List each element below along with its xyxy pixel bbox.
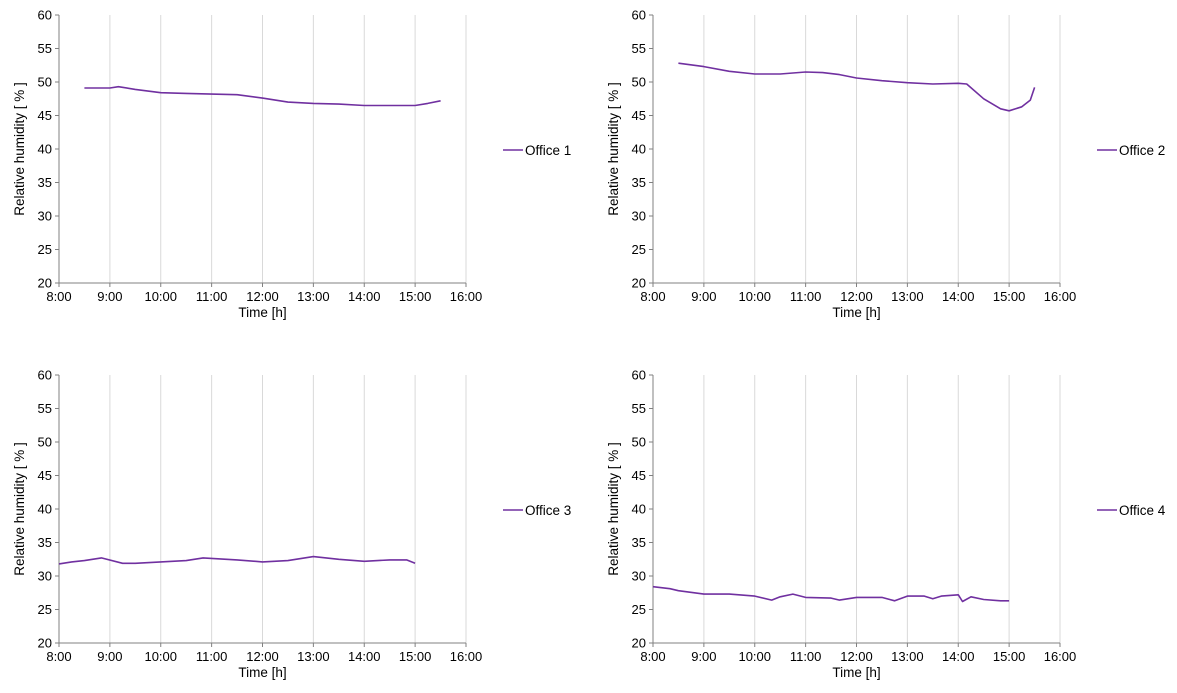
y-axis-title: Relative humidity [ % ] xyxy=(12,82,27,216)
y-tick-label: 40 xyxy=(632,502,646,517)
x-tick-label: 11:00 xyxy=(196,649,228,664)
x-tick-label: 13:00 xyxy=(297,649,330,664)
y-tick-label: 35 xyxy=(632,535,646,550)
x-tick-label: 11:00 xyxy=(790,649,822,664)
y-tick-label: 35 xyxy=(38,175,52,190)
x-tick-label: 14:00 xyxy=(348,289,381,304)
x-tick-label: 12:00 xyxy=(246,289,279,304)
x-tick-label: 13:00 xyxy=(297,289,330,304)
x-tick-label: 15:00 xyxy=(993,289,1026,304)
y-tick-label: 35 xyxy=(632,175,646,190)
x-tick-label: 8:00 xyxy=(640,289,665,304)
y-tick-label: 40 xyxy=(38,502,52,517)
y-tick-label: 30 xyxy=(632,209,646,224)
y-tick-label: 50 xyxy=(38,435,52,450)
y-tick-label: 60 xyxy=(38,8,52,23)
y-tick-label: 25 xyxy=(38,602,52,617)
series-line xyxy=(58,555,416,565)
y-axis-title: Relative humidity [ % ] xyxy=(606,82,621,216)
x-tick-label: 13:00 xyxy=(891,649,924,664)
y-tick-label: 45 xyxy=(632,108,646,123)
x-tick-label: 9:00 xyxy=(97,289,122,304)
y-tick-label: 20 xyxy=(38,636,52,651)
x-axis-title: Time [h] xyxy=(832,665,880,680)
chart-panel: 20 25 30 35 40 45 50 55 60 8:00 9:00 10:00 11:00 12:0… xyxy=(606,8,1165,321)
x-tick-label: 15:00 xyxy=(399,289,432,304)
chart-panel: 20 25 30 35 40 45 50 55 60 8:00 9:00 10:00 11:00 12:0… xyxy=(12,8,571,321)
x-axis-title: Time [h] xyxy=(238,305,286,320)
legend-label: Office 3 xyxy=(525,503,571,518)
legend-label: Office 4 xyxy=(1119,503,1166,518)
x-tick-label: 9:00 xyxy=(97,649,122,664)
y-axis-title: Relative humidity [ % ] xyxy=(606,442,621,576)
x-tick-label: 10:00 xyxy=(144,289,177,304)
y-tick-label: 35 xyxy=(38,535,52,550)
y-tick-label: 50 xyxy=(632,435,646,450)
y-tick-label: 60 xyxy=(632,8,646,23)
y-tick-label: 20 xyxy=(632,276,646,291)
x-axis-title: Time [h] xyxy=(238,665,286,680)
chart-panel: 20 25 30 35 40 45 50 55 60 8:00 9:00 10:00 11:00 12:0… xyxy=(606,368,1166,681)
x-tick-label: 16:00 xyxy=(1044,289,1077,304)
series-line xyxy=(84,85,441,107)
y-tick-label: 45 xyxy=(38,468,52,483)
y-tick-label: 40 xyxy=(38,142,52,157)
x-tick-label: 9:00 xyxy=(691,649,716,664)
y-tick-label: 30 xyxy=(38,209,52,224)
y-tick-label: 25 xyxy=(632,602,646,617)
y-tick-label: 20 xyxy=(632,636,646,651)
x-tick-label: 16:00 xyxy=(450,289,483,304)
legend-label: Office 1 xyxy=(525,143,571,158)
x-tick-label: 16:00 xyxy=(1044,649,1077,664)
series-line xyxy=(678,62,1036,112)
y-tick-label: 30 xyxy=(38,569,52,584)
y-tick-label: 40 xyxy=(632,142,646,157)
y-tick-label: 55 xyxy=(38,41,52,56)
x-tick-label: 14:00 xyxy=(348,649,381,664)
y-tick-label: 25 xyxy=(38,242,52,257)
x-tick-label: 11:00 xyxy=(790,289,822,304)
y-tick-label: 60 xyxy=(632,368,646,383)
y-tick-label: 60 xyxy=(38,368,52,383)
x-tick-label: 11:00 xyxy=(196,289,228,304)
x-tick-label: 14:00 xyxy=(942,289,975,304)
x-tick-label: 9:00 xyxy=(691,289,716,304)
y-tick-label: 55 xyxy=(632,41,646,56)
y-tick-label: 50 xyxy=(38,75,52,90)
y-tick-label: 30 xyxy=(632,569,646,584)
x-tick-label: 15:00 xyxy=(399,649,432,664)
x-tick-label: 8:00 xyxy=(46,289,71,304)
y-tick-label: 45 xyxy=(38,108,52,123)
x-tick-label: 15:00 xyxy=(993,649,1026,664)
x-tick-label: 16:00 xyxy=(450,649,483,664)
y-tick-label: 45 xyxy=(632,468,646,483)
x-tick-label: 10:00 xyxy=(738,649,771,664)
y-tick-label: 55 xyxy=(38,401,52,416)
y-tick-label: 50 xyxy=(632,75,646,90)
x-axis-title: Time [h] xyxy=(832,305,880,320)
x-tick-label: 10:00 xyxy=(738,289,771,304)
y-tick-label: 55 xyxy=(632,401,646,416)
y-tick-label: 20 xyxy=(38,276,52,291)
x-tick-label: 12:00 xyxy=(840,649,873,664)
x-tick-label: 8:00 xyxy=(640,649,665,664)
series-line xyxy=(652,585,1010,603)
x-tick-label: 13:00 xyxy=(891,289,924,304)
x-tick-label: 12:00 xyxy=(840,289,873,304)
y-tick-label: 25 xyxy=(632,242,646,257)
x-tick-label: 10:00 xyxy=(144,649,177,664)
x-tick-label: 14:00 xyxy=(942,649,975,664)
x-tick-label: 8:00 xyxy=(46,649,71,664)
chart-panel: 20 25 30 35 40 45 50 55 60 8:00 9:00 10:00 11:00 12:0… xyxy=(12,368,571,681)
legend-label: Office 2 xyxy=(1119,143,1165,158)
x-tick-label: 12:00 xyxy=(246,649,279,664)
y-axis-title: Relative humidity [ % ] xyxy=(12,442,27,576)
